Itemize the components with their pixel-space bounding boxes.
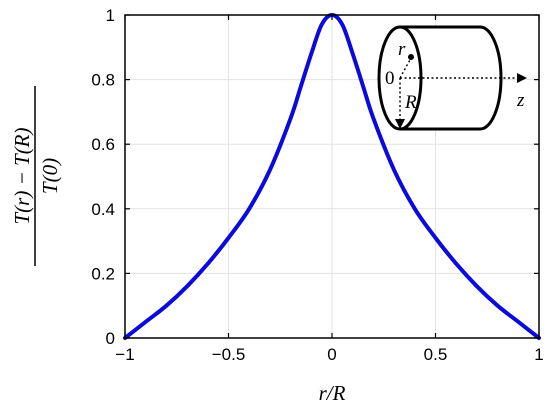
y-tick-label: 0.8 bbox=[91, 71, 115, 90]
y-axis-label-numerator: T(r) − T(R) bbox=[10, 127, 34, 224]
y-tick-label: 0.4 bbox=[91, 200, 115, 219]
x-tick-label: 1 bbox=[534, 345, 543, 364]
x-tick-label: −1 bbox=[115, 345, 134, 364]
y-axis-label-denominator: T(0) bbox=[38, 158, 62, 194]
z-axis-arrowhead bbox=[517, 73, 527, 83]
y-tick-label: 0.6 bbox=[91, 135, 115, 154]
x-tick-label: 0 bbox=[327, 345, 336, 364]
radius-arrowhead bbox=[395, 119, 405, 129]
tick-labels: −1 −0.5 0 0.5 1 0 0.2 0.4 0.6 0.8 1 bbox=[91, 6, 543, 364]
x-axis-label: r/R bbox=[319, 381, 346, 405]
ticks bbox=[124, 14, 540, 339]
inset-label-origin: 0 bbox=[385, 68, 395, 89]
inset-label-R: R bbox=[404, 92, 417, 113]
y-axis-label: T(r) − T(R) T(0) bbox=[10, 86, 62, 266]
y-tick-label: 1 bbox=[106, 6, 115, 25]
r-position-dot bbox=[408, 54, 414, 60]
x-tick-label: 0.5 bbox=[424, 345, 448, 364]
y-tick-label: 0 bbox=[106, 329, 115, 348]
y-tick-label: 0.2 bbox=[91, 264, 115, 283]
cylinder-inset: r 0 R z bbox=[377, 25, 527, 131]
inset-label-r: r bbox=[398, 39, 406, 60]
r-position-line bbox=[399, 57, 412, 79]
inset-label-z: z bbox=[516, 90, 525, 111]
x-tick-label: −0.5 bbox=[212, 345, 246, 364]
